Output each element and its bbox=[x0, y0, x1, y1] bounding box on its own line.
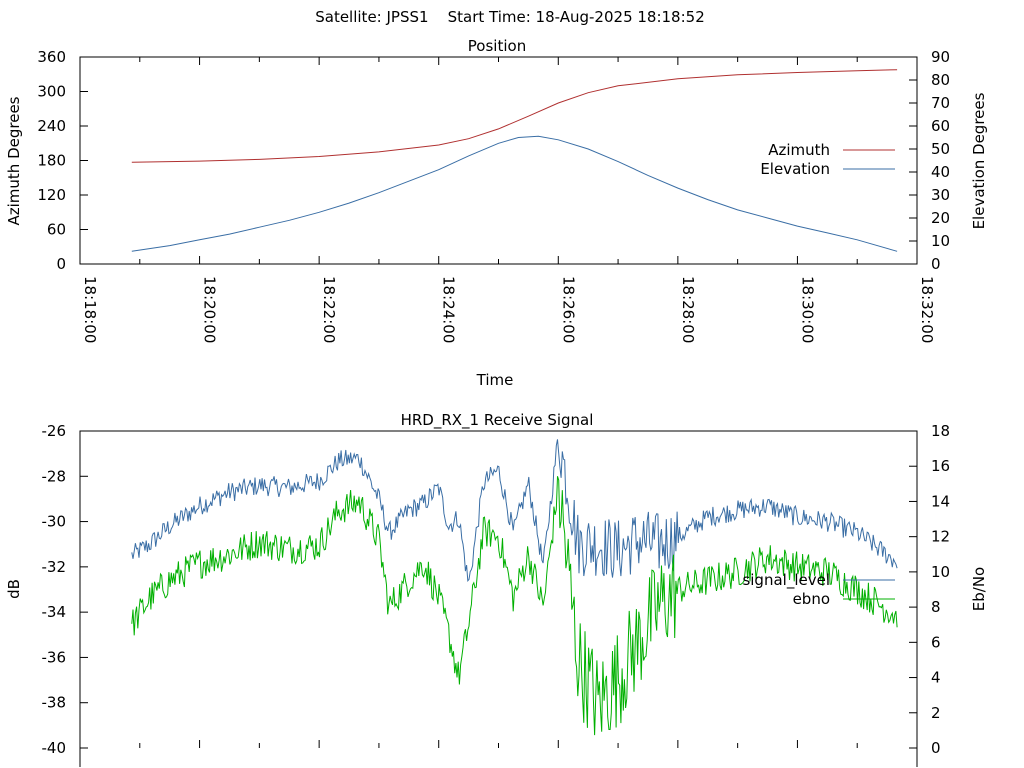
position-legend-label: Elevation bbox=[760, 160, 830, 178]
signal-y-tick-label: -34 bbox=[42, 603, 67, 621]
signal-series-ebno-line bbox=[131, 476, 898, 736]
page-title: Satellite: JPSS1 Start Time: 18-Aug-2025… bbox=[315, 8, 705, 26]
signal-y2-tick-label: 8 bbox=[931, 598, 941, 616]
signal-legend-label: ebno bbox=[793, 590, 830, 608]
position-series-elevation-line bbox=[131, 135, 898, 252]
signal-plot-frame bbox=[79, 430, 918, 767]
position-x-tick-label: 18:20:00 bbox=[201, 276, 219, 343]
position-x-tick-label: 18:30:00 bbox=[798, 276, 816, 343]
signal-y2-tick-label: 12 bbox=[931, 528, 950, 546]
position-y2-axis-label: Elevation Degrees bbox=[970, 92, 988, 229]
position-legend-label: Azimuth bbox=[768, 141, 830, 159]
position-y2-tick-label: 0 bbox=[931, 255, 941, 273]
position-plot-frame bbox=[79, 56, 918, 265]
signal-chart: HRD_RX_1 Receive Signal dB Eb/No -40 -38 -… bbox=[5, 411, 988, 767]
signal-y-tick-label: -30 bbox=[42, 513, 67, 531]
signal-y-tick-label: -36 bbox=[42, 648, 67, 666]
position-y2-tick-label: 10 bbox=[931, 232, 950, 250]
position-y2-tick-label: 30 bbox=[931, 186, 950, 204]
signal-chart-title: HRD_RX_1 Receive Signal bbox=[401, 411, 594, 430]
position-y-tick-label: 240 bbox=[37, 117, 66, 135]
signal-legend-label: signal_level bbox=[742, 571, 830, 590]
position-chart-title: Position bbox=[468, 37, 526, 55]
position-x-tick-label: 18:28:00 bbox=[679, 276, 697, 343]
signal-y2-tick-label: 18 bbox=[931, 422, 950, 440]
signal-y2-tick-label: 4 bbox=[931, 669, 941, 687]
position-y2-tick-label: 60 bbox=[931, 117, 950, 135]
position-y2-tick-label: 70 bbox=[931, 94, 950, 112]
position-y-tick-label: 360 bbox=[37, 48, 66, 66]
position-x-tick-label: 18:22:00 bbox=[320, 276, 338, 343]
signal-y-tick-label: -28 bbox=[42, 467, 67, 485]
signal-y-axis-label: dB bbox=[5, 579, 23, 599]
position-x-tick-label: 18:18:00 bbox=[81, 276, 99, 343]
signal-y-tick-label: -38 bbox=[42, 694, 67, 712]
signal-y-tick-label: -26 bbox=[42, 422, 67, 440]
position-x-tick-label: 18:24:00 bbox=[440, 276, 458, 343]
position-y-tick-label: 60 bbox=[47, 221, 66, 239]
position-y2-tick-label: 50 bbox=[931, 140, 950, 158]
signal-y2-tick-label: 0 bbox=[931, 739, 941, 757]
position-x-tick-label: 18:26:00 bbox=[559, 276, 577, 343]
position-y2-tick-label: 90 bbox=[931, 48, 950, 66]
position-y-tick-label: 0 bbox=[56, 255, 66, 273]
signal-y2-tick-label: 2 bbox=[931, 704, 941, 722]
position-y-tick-label: 300 bbox=[37, 83, 66, 101]
position-chart: Position Azimuth Degrees Elevation Degre… bbox=[5, 37, 988, 389]
signal-y2-tick-label: 6 bbox=[931, 633, 941, 651]
position-y2-tick-label: 80 bbox=[931, 71, 950, 89]
position-y2-tick-label: 40 bbox=[931, 163, 950, 181]
position-y-axis-label: Azimuth Degrees bbox=[5, 96, 23, 225]
signal-y2-tick-label: 14 bbox=[931, 492, 950, 510]
signal-series-signal_level-line bbox=[131, 439, 898, 583]
signal-y2-axis-label: Eb/No bbox=[970, 567, 988, 611]
signal-y-tick-label: -32 bbox=[42, 558, 67, 576]
position-y2-tick-label: 20 bbox=[931, 209, 950, 227]
position-x-tick-label: 18:32:00 bbox=[918, 276, 936, 343]
position-y-tick-label: 180 bbox=[37, 152, 66, 170]
position-series-azimuth-line bbox=[131, 69, 898, 163]
position-x-axis-label: Time bbox=[476, 371, 514, 389]
signal-y-tick-label: -40 bbox=[42, 739, 67, 757]
position-y-tick-label: 120 bbox=[37, 186, 66, 204]
signal-y2-tick-label: 16 bbox=[931, 457, 950, 475]
signal-y2-tick-label: 10 bbox=[931, 563, 950, 581]
